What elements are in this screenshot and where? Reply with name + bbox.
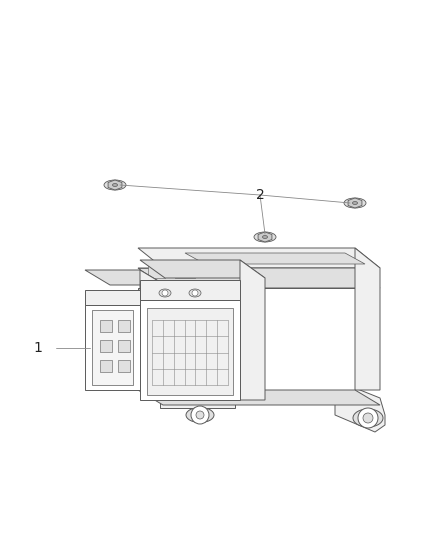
Polygon shape [85,305,140,390]
Ellipse shape [353,409,383,427]
Polygon shape [140,300,240,400]
Ellipse shape [353,201,357,205]
Polygon shape [100,320,112,332]
Text: 1: 1 [34,341,42,355]
Polygon shape [140,260,265,278]
Text: 2: 2 [256,188,265,202]
Ellipse shape [262,236,268,238]
Polygon shape [118,320,130,332]
Circle shape [191,406,209,424]
Polygon shape [100,360,112,372]
Polygon shape [92,310,133,385]
Circle shape [358,408,378,428]
Polygon shape [348,198,362,208]
Polygon shape [148,265,165,278]
Polygon shape [118,340,130,352]
Circle shape [363,413,373,423]
Polygon shape [118,360,130,372]
Ellipse shape [254,232,276,242]
Ellipse shape [159,289,171,297]
Polygon shape [175,265,195,278]
Ellipse shape [189,289,201,297]
Polygon shape [138,288,355,390]
Ellipse shape [344,198,366,208]
Polygon shape [335,382,385,432]
Circle shape [162,290,168,296]
Polygon shape [240,260,265,400]
Ellipse shape [113,183,117,187]
Polygon shape [108,180,122,190]
Polygon shape [85,290,140,305]
Polygon shape [140,280,240,300]
Polygon shape [258,232,272,242]
Polygon shape [160,390,235,408]
Polygon shape [138,390,380,405]
Polygon shape [138,268,380,288]
Polygon shape [185,253,365,264]
Polygon shape [355,248,380,390]
Polygon shape [147,308,233,395]
Ellipse shape [104,180,126,190]
Polygon shape [140,270,165,390]
Ellipse shape [186,408,214,423]
Polygon shape [100,340,112,352]
Polygon shape [138,248,380,268]
Circle shape [192,290,198,296]
Circle shape [196,411,204,419]
Polygon shape [85,270,165,285]
